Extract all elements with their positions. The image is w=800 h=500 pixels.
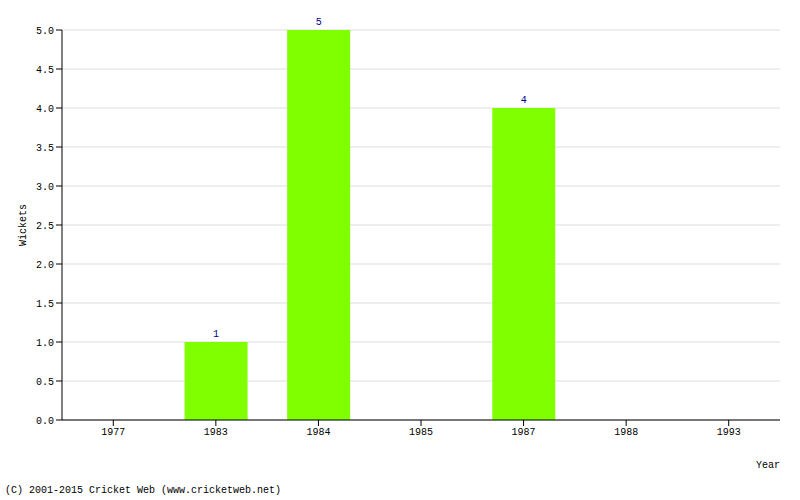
- svg-text:1: 1: [213, 329, 219, 340]
- svg-text:1985: 1985: [409, 427, 433, 438]
- svg-text:1987: 1987: [512, 427, 536, 438]
- svg-text:2.5: 2.5: [36, 221, 54, 232]
- svg-text:1.5: 1.5: [36, 299, 54, 310]
- svg-text:1988: 1988: [614, 427, 638, 438]
- svg-text:4: 4: [521, 95, 527, 106]
- svg-text:5: 5: [316, 17, 322, 28]
- svg-text:1.0: 1.0: [36, 338, 54, 349]
- svg-text:Wickets: Wickets: [18, 204, 29, 246]
- svg-text:1983: 1983: [204, 427, 228, 438]
- svg-text:2.0: 2.0: [36, 260, 54, 271]
- svg-text:1984: 1984: [306, 427, 330, 438]
- svg-text:Year: Year: [756, 460, 780, 471]
- svg-text:1993: 1993: [717, 427, 741, 438]
- svg-text:3.0: 3.0: [36, 182, 54, 193]
- svg-text:3.5: 3.5: [36, 143, 54, 154]
- html-text:(C) 2001-2015 Cricket Web (www: (C) 2001-2015 Cricket Web (www.cricketwe…: [5, 485, 281, 496]
- svg-text:5.0: 5.0: [36, 26, 54, 37]
- svg-text:0.5: 0.5: [36, 377, 54, 388]
- svg-text:4.5: 4.5: [36, 65, 54, 76]
- svg-text:4.0: 4.0: [36, 104, 54, 115]
- svg-text:1977: 1977: [101, 427, 125, 438]
- svg-text:0.0: 0.0: [36, 416, 54, 427]
